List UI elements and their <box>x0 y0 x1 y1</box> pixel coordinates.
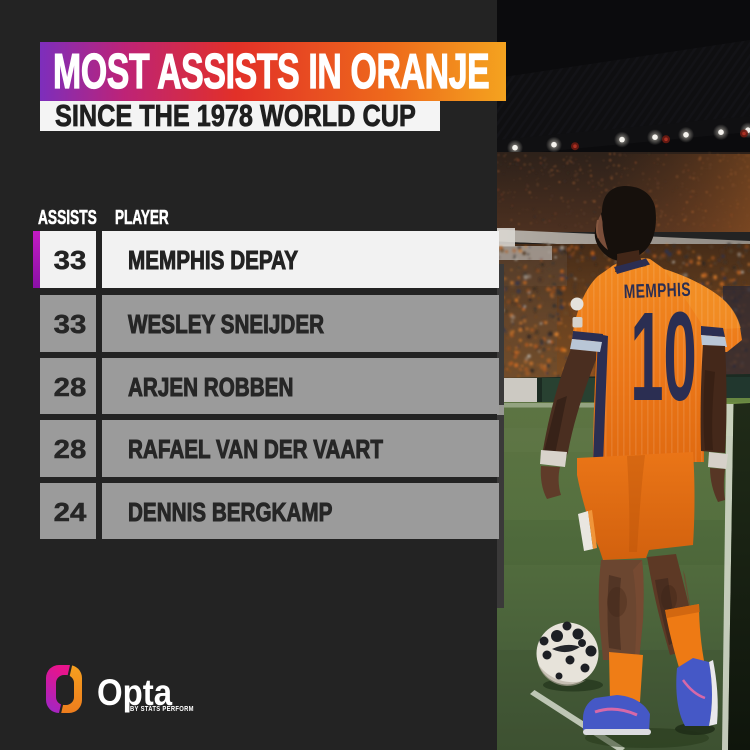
svg-text:10: 10 <box>630 286 696 427</box>
svg-text:MEMPHIS: MEMPHIS <box>623 279 691 303</box>
